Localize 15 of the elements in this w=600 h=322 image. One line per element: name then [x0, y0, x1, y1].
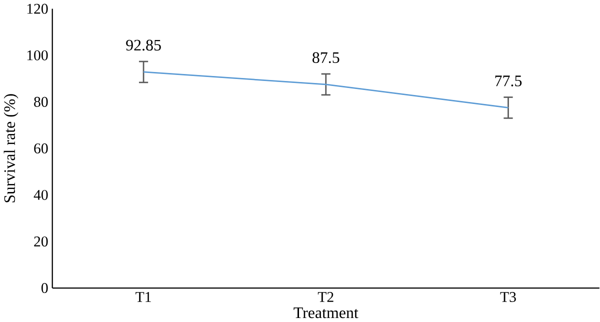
y-tick-label: 100 [27, 50, 48, 60]
y-tick-label: 20 [34, 236, 48, 246]
data-label: 92.85 [126, 40, 161, 51]
x-tick-label: T1 [136, 292, 151, 302]
data-label: 77.5 [495, 76, 522, 86]
x-tick-label: T2 [318, 292, 334, 302]
y-tick-label: 40 [34, 190, 48, 200]
y-axis-title: Survival rate (%) [4, 94, 18, 202]
y-tick-label: 60 [34, 143, 48, 154]
y-tick-label: 120 [27, 4, 48, 14]
y-tick-label: 0 [41, 283, 48, 294]
x-axis-title: Treatment [294, 308, 358, 318]
y-tick-label: 80 [34, 96, 48, 107]
data-label: 87.5 [312, 52, 340, 64]
x-tick-label: T3 [500, 292, 516, 302]
